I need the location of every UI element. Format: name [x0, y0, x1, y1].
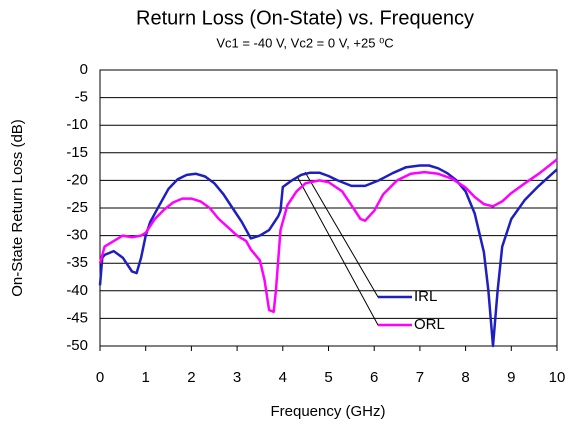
x-tick-label: 8 — [461, 369, 469, 386]
leader-line — [297, 177, 412, 326]
x-tick-label: 4 — [279, 369, 287, 386]
series-line — [98, 158, 558, 314]
legend-label: IRL — [414, 288, 437, 305]
x-tick-label: 5 — [324, 369, 332, 386]
y-tick-label: -10 — [66, 116, 88, 133]
legend-leaders — [297, 171, 412, 326]
y-tick-label: -5 — [75, 89, 88, 106]
y-tick-label: -35 — [66, 254, 88, 271]
y-tick-label: -20 — [66, 171, 88, 188]
x-tick-label: 3 — [233, 369, 241, 386]
x-tick-label: 9 — [507, 369, 515, 386]
x-tick-label: 0 — [96, 369, 104, 386]
y-tick-label: -25 — [66, 199, 88, 216]
y-tick-label: -40 — [66, 282, 88, 299]
x-tick-label: 1 — [142, 369, 150, 386]
x-tick-label: 6 — [370, 369, 378, 386]
leader-line — [304, 171, 412, 298]
series-line — [98, 164, 558, 348]
chart-title: Return Loss (On-State) vs. Frequency — [136, 7, 474, 29]
y-tick-label: -15 — [66, 144, 88, 161]
x-tick-label: 10 — [549, 369, 566, 386]
legend-label: ORL — [414, 316, 445, 333]
x-tick-label: 7 — [416, 369, 424, 386]
x-axis-label: Frequency (GHz) — [270, 403, 385, 420]
y-tick-label: -45 — [66, 309, 88, 326]
y-tick-label: -30 — [66, 227, 88, 244]
x-tick-label: 2 — [187, 369, 195, 386]
y-axis-label: On-State Return Loss (dB) — [9, 119, 26, 297]
chart-subtitle: Vc1 = -40 V, Vc2 = 0 V, +25 ⁰C — [216, 35, 393, 50]
y-tick-label: 0 — [80, 61, 88, 78]
y-tick-label: -50 — [66, 337, 88, 354]
